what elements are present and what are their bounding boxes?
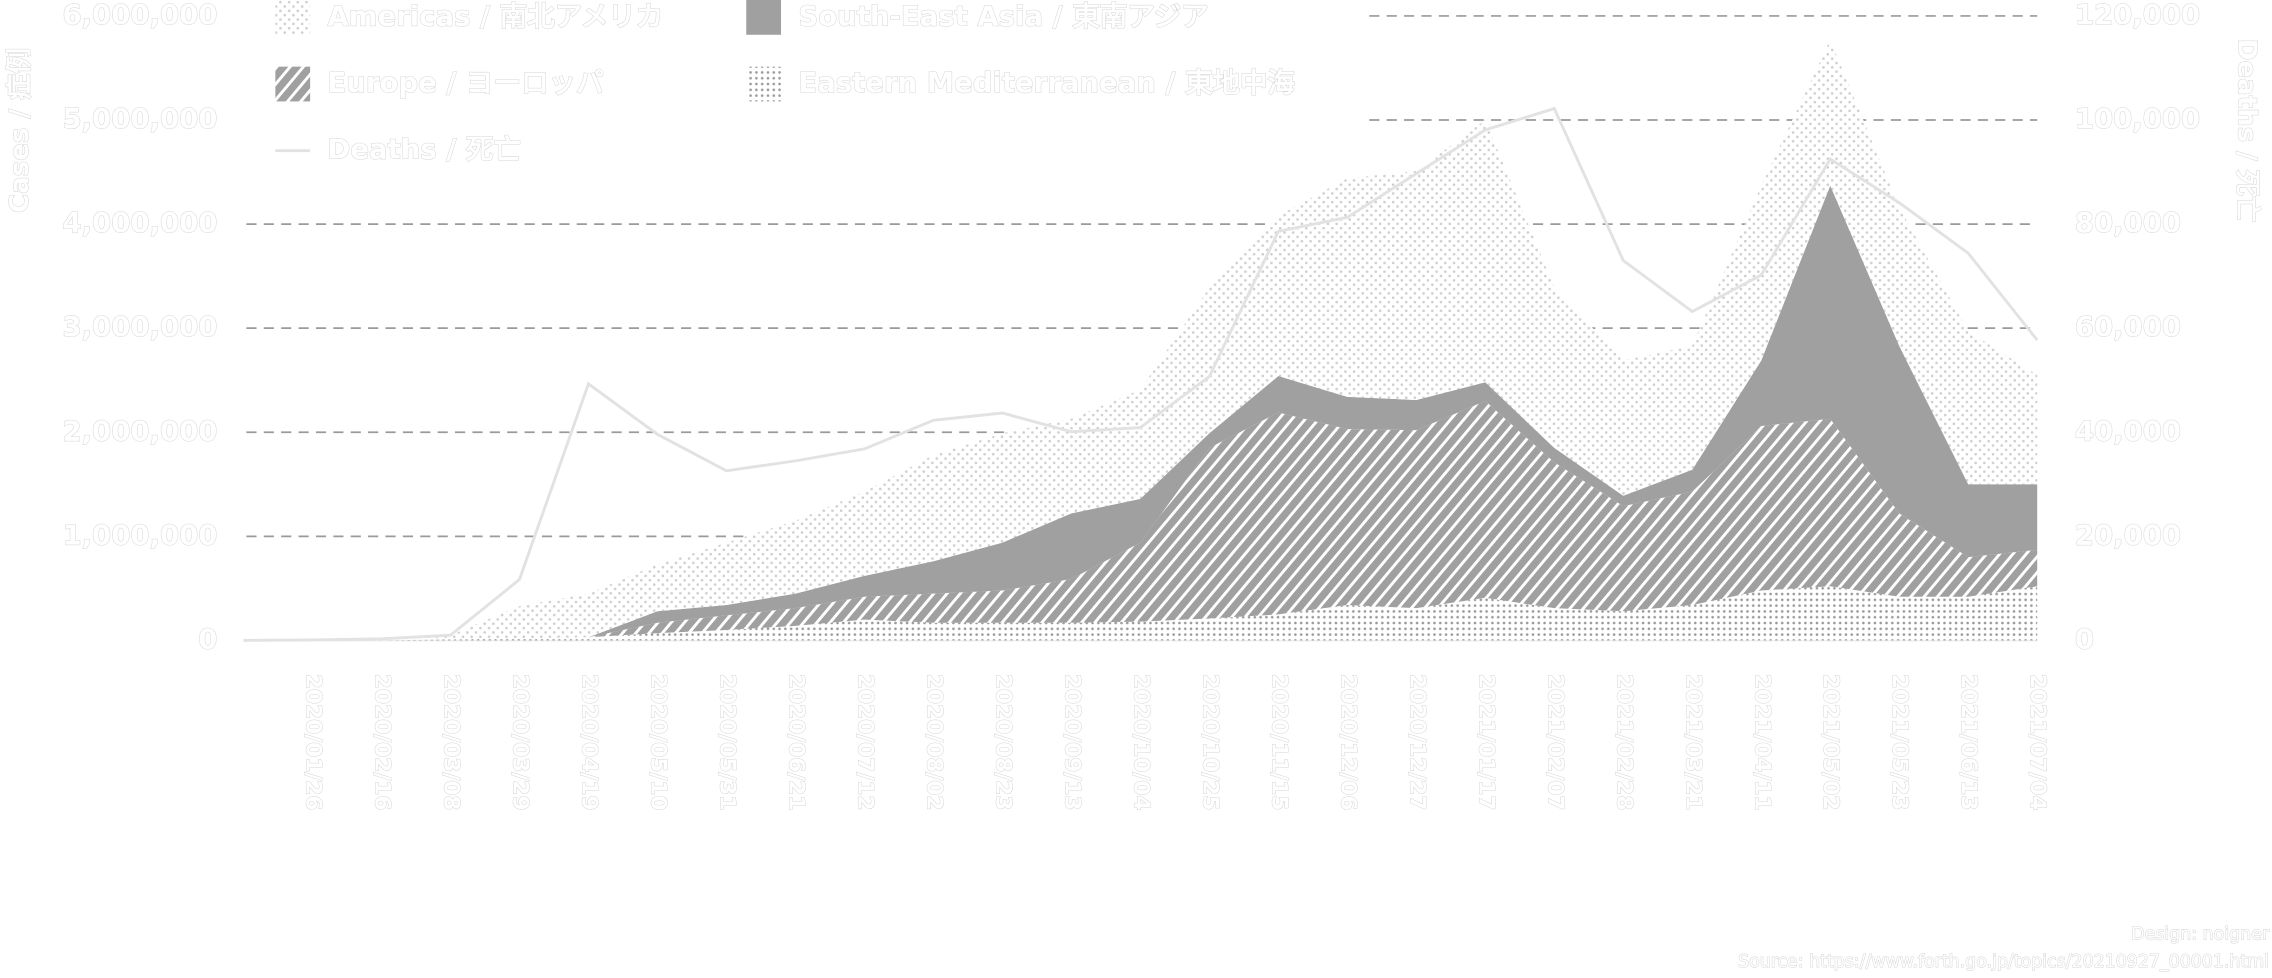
x-tick-label: 2020/09/13 xyxy=(1059,674,1084,811)
x-tick-label: 2020/10/25 xyxy=(1197,674,1222,811)
y-axis-title: Cases / 症例 xyxy=(4,48,35,213)
x-tick-label: 2021/05/02 xyxy=(1818,674,1843,811)
y2-tick-label: 120,000 xyxy=(2075,0,2200,31)
legend-swatch xyxy=(746,66,782,102)
x-tick-label: 2020/05/10 xyxy=(645,674,670,811)
y-tick-label: 4,000,000 xyxy=(62,207,217,239)
x-tick-label: 2020/07/12 xyxy=(852,674,877,811)
legend-label: Americas / 南北アメリカ xyxy=(328,0,664,32)
x-tick-label: 2021/04/11 xyxy=(1749,674,1774,811)
x-tick-label: 2020/08/23 xyxy=(990,674,1015,811)
y2-tick-label: 80,000 xyxy=(2075,207,2181,239)
legend-label: Deaths / 死亡 xyxy=(328,134,521,166)
x-tick-label: 2020/08/02 xyxy=(921,674,946,811)
legend: Americas / 南北アメリカ South-East Asia / 東南アジア… xyxy=(275,0,1296,166)
legend-swatch xyxy=(275,66,311,102)
area xyxy=(243,586,2038,641)
design-credit: Design: noigner xyxy=(2131,925,2270,945)
x-tick-label: 2021/07/04 xyxy=(2025,674,2050,811)
legend-swatch xyxy=(746,0,782,35)
x-tick-label: 2020/02/16 xyxy=(369,674,394,811)
legend-swatch xyxy=(275,0,311,35)
x-tick-label: 2020/12/27 xyxy=(1404,674,1429,811)
y-tick-label: 5,000,000 xyxy=(62,103,217,135)
x-tick-label: 2020/11/15 xyxy=(1266,674,1291,811)
y2-tick-label: 40,000 xyxy=(2075,415,2181,447)
x-tick-label: 2020/05/31 xyxy=(714,674,739,811)
y2-tick-label: 60,000 xyxy=(2075,311,2181,343)
x-tick-label: 2021/05/23 xyxy=(1887,674,1912,811)
y2-tick-label: 20,000 xyxy=(2075,519,2181,551)
y-tick-label: 3,000,000 xyxy=(62,311,217,343)
y-tick-label: 2,000,000 xyxy=(62,415,217,447)
x-tick-label: 2021/02/07 xyxy=(1542,674,1567,811)
x-tick-label: 2021/03/21 xyxy=(1680,674,1705,811)
x-tick-label: 2021/02/28 xyxy=(1611,674,1636,811)
legend-label: South-East Asia / 東南アジア xyxy=(798,0,1208,32)
x-tick-label: 2021/01/17 xyxy=(1473,674,1498,811)
legend-label: Eastern Mediterranean / 東地中海 xyxy=(798,67,1295,99)
x-tick-label: 2020/01/26 xyxy=(300,674,325,811)
y-tick-label: 6,000,000 xyxy=(62,0,217,31)
x-tick-label: 2020/03/08 xyxy=(438,674,463,811)
y2-tick-label: 100,000 xyxy=(2075,103,2200,135)
y2-axis-title: Deaths / 死亡 xyxy=(2231,39,2262,222)
x-tick-label: 2021/06/13 xyxy=(1956,674,1981,811)
x-tick-label: 2020/06/21 xyxy=(783,674,808,811)
deaths-line xyxy=(243,106,2039,642)
x-tick-label: 2020/04/19 xyxy=(576,674,601,811)
x-tick-label: 2020/12/06 xyxy=(1335,674,1360,811)
y-tick-label: 0 xyxy=(198,623,217,655)
x-tick-label: 2020/03/29 xyxy=(507,674,532,811)
legend-label: Europe / ヨーロッパ xyxy=(328,67,604,99)
x-tick-label: 2020/10/04 xyxy=(1128,674,1153,811)
y-tick-label: 1,000,000 xyxy=(62,519,217,551)
y2-tick-label: 0 xyxy=(2075,623,2094,655)
source-credit: Source: https://www.forth.go.jp/topics/2… xyxy=(1738,952,2269,972)
area xyxy=(243,401,2038,641)
